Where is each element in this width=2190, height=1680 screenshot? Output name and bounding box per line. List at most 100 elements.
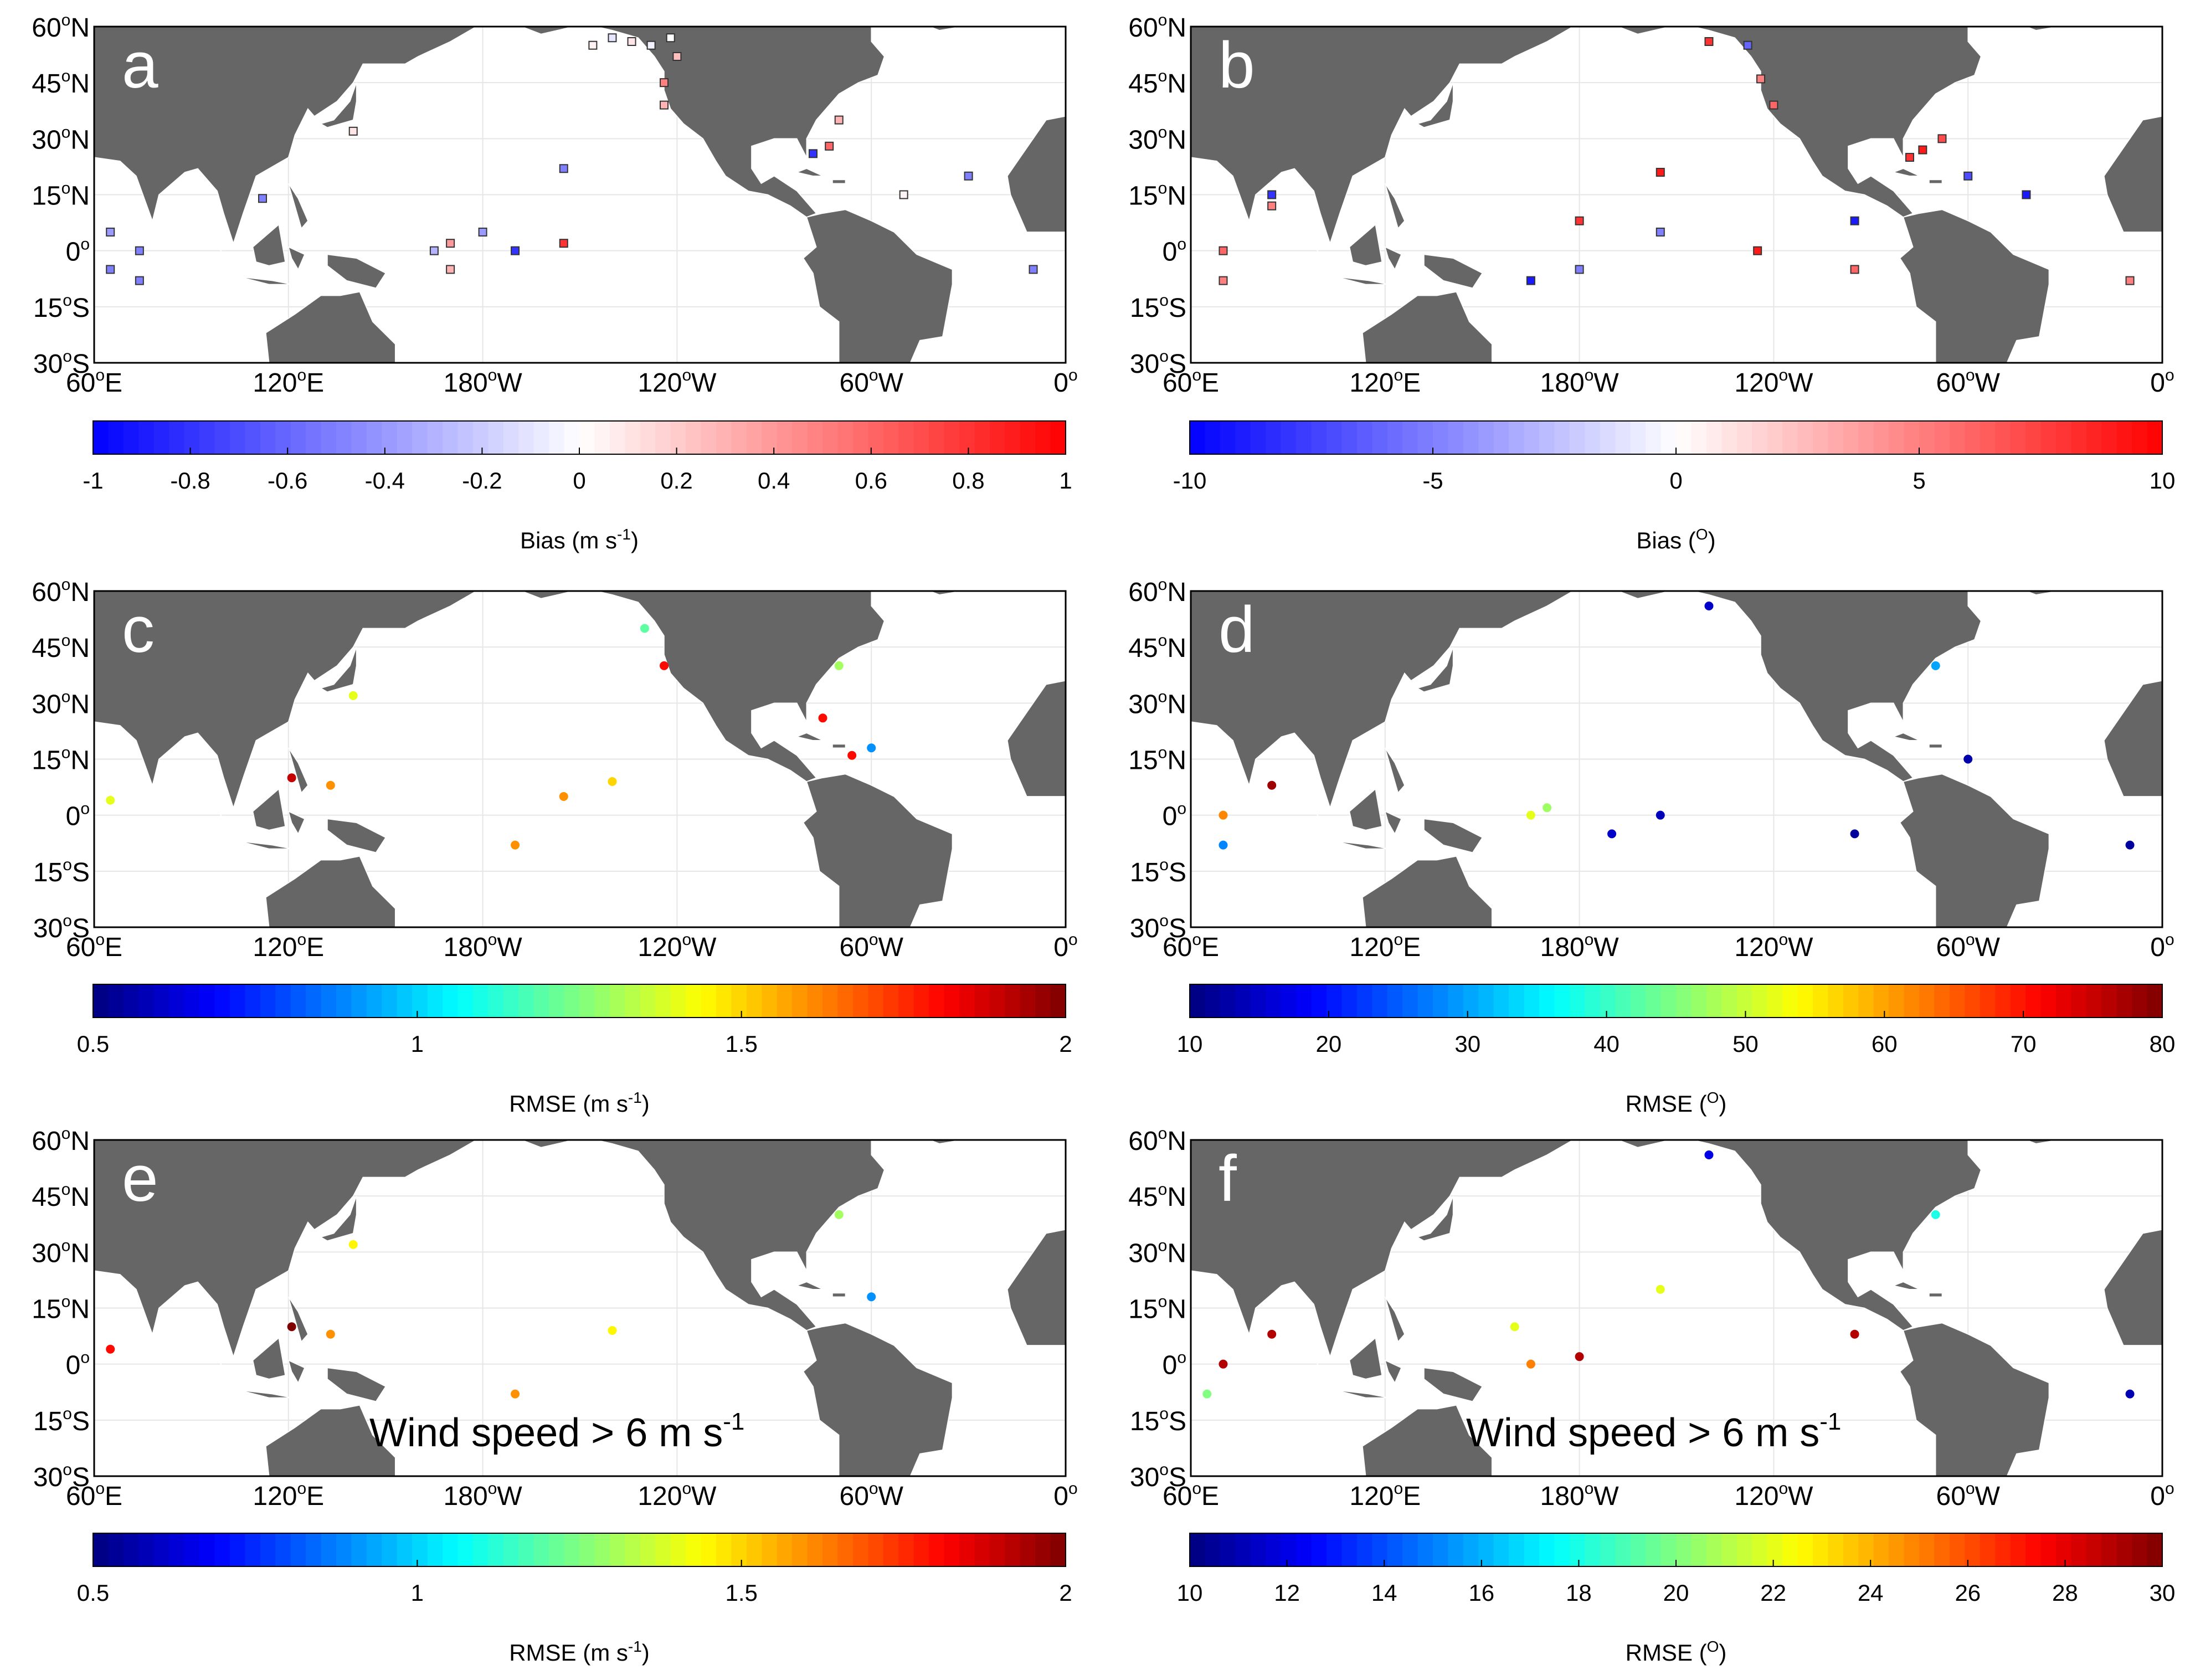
colorbar-segment [1235,1533,1251,1566]
lat-tick-label: 0o [66,1349,90,1380]
colorbar-segment [625,1533,641,1566]
station-marker [1656,168,1665,177]
colorbar-segment [640,1533,656,1566]
colorbar: 0.5 1 1.5 2 RMSE (m s-1) [77,1533,1072,1666]
colorbar-segment [1661,421,1677,454]
colorbar-segment [1463,1533,1479,1566]
lat-tick-label: 0o [1163,1349,1186,1380]
colorbar-segment [1266,421,1282,454]
colorbar-segment [837,1533,854,1566]
colorbar-segment [1250,984,1267,1018]
lat-tick-label: 60oN [1128,576,1186,607]
colorbar-segment [351,421,367,454]
colorbar-segment [1463,984,1479,1018]
colorbar-segment [1509,984,1525,1018]
colorbar-segment [518,984,534,1018]
station-marker [1526,276,1535,285]
colorbar-segment [1706,984,1723,1018]
colorbar-segment [549,1533,565,1566]
colorbar-segment [2026,984,2042,1018]
lon-tick-label: 120oW [638,931,717,962]
colorbar-segment [1554,984,1570,1018]
land-polygon [803,209,953,363]
colorbar-segment [366,1533,383,1566]
colorbar-tick-label: -1 [83,467,103,494]
lat-tick-label: 15oN [1128,744,1186,775]
colorbar-segment [443,984,459,1018]
colorbar-segment [1005,1533,1021,1566]
colorbar-segment [214,984,230,1018]
lon-tick-label: 120oE [253,1479,324,1511]
colorbar-segment [989,984,1006,1018]
colorbar-segment [275,984,291,1018]
land-polygon [239,276,292,285]
colorbar-segment [1326,1533,1343,1566]
colorbar-segment [1752,421,1768,454]
station-marker [429,246,439,255]
lat-tick-label: 45oN [1128,1180,1186,1212]
land-polygon [1892,732,1920,741]
station-marker [666,33,675,43]
colorbar-segment [701,1533,717,1566]
data-points [106,624,876,850]
lat-tick-label: 15oS [33,856,90,887]
colorbar-segment [1767,421,1783,454]
colorbar-segment [1585,421,1601,454]
colorbar-segment [852,421,869,454]
colorbar-segment [1311,984,1327,1018]
lat-tick-label: 60oN [32,11,90,43]
land-polygon [2026,1140,2059,1144]
colorbar-segment [807,1533,823,1566]
colorbar-segment [1569,421,1586,454]
colorbar-segment [792,984,808,1018]
colorbar-segment [1478,984,1494,1018]
colorbar-segment [2010,421,2027,454]
colorbar-segment [2101,984,2117,1018]
station-marker [899,190,908,199]
land-polygon [1929,1292,1943,1298]
lon-tick-label: 0o [1053,1479,1077,1511]
colorbar-segment [457,984,474,1018]
colorbar-tick-label: 70 [2011,1031,2037,1057]
colorbar-segment [1341,421,1358,454]
wind-speed-annotation: Wind speed > 6 m s-1 [1466,1408,1841,1455]
colorbar-segment [1020,1533,1036,1566]
colorbar-segment [412,984,428,1018]
land-polygon [832,179,846,184]
colorbar-segment [686,984,702,1018]
land-masses [94,27,1066,363]
lat-tick-label: 60oN [1128,11,1186,43]
lon-tick-label: 60oW [1936,1479,2001,1511]
panel-label: e [122,1142,158,1215]
station-marker [1575,265,1584,274]
colorbar-label: RMSE (m s-1) [509,1638,650,1666]
colorbar-segment [1828,1533,1844,1566]
lon-tick-label: 60oW [1936,366,2001,398]
colorbar-segment [306,1533,322,1566]
colorbar-segment [1995,1533,2011,1566]
land-polygon [207,232,237,274]
station-marker [106,1344,115,1354]
lon-tick-label: 60oE [66,366,122,398]
colorbar-segment [929,1533,945,1566]
station-marker [446,265,455,274]
land-polygon [1385,1296,1405,1343]
colorbar-label: RMSE (O) [1626,1089,1727,1117]
station-marker [1219,840,1228,850]
station-marker [1937,134,1947,143]
colorbar-segment [1797,984,1813,1018]
land-polygon [1336,276,1389,285]
colorbar-segment [488,1533,504,1566]
lat-tick-label: 30oS [1130,347,1186,379]
colorbar-tick-label: 12 [1274,1580,1300,1606]
colorbar-segment [108,421,124,454]
colorbar-segment [716,984,732,1018]
colorbar-tick-label: -0.6 [268,467,307,494]
station-marker [2125,840,2135,850]
colorbar: -10 -5 0 5 10 Bias (O) [1173,420,2175,553]
land-polygon [320,82,357,128]
colorbar-segment [1949,421,1966,454]
colorbar-segment [199,421,215,454]
colorbar-segment [837,984,854,1018]
